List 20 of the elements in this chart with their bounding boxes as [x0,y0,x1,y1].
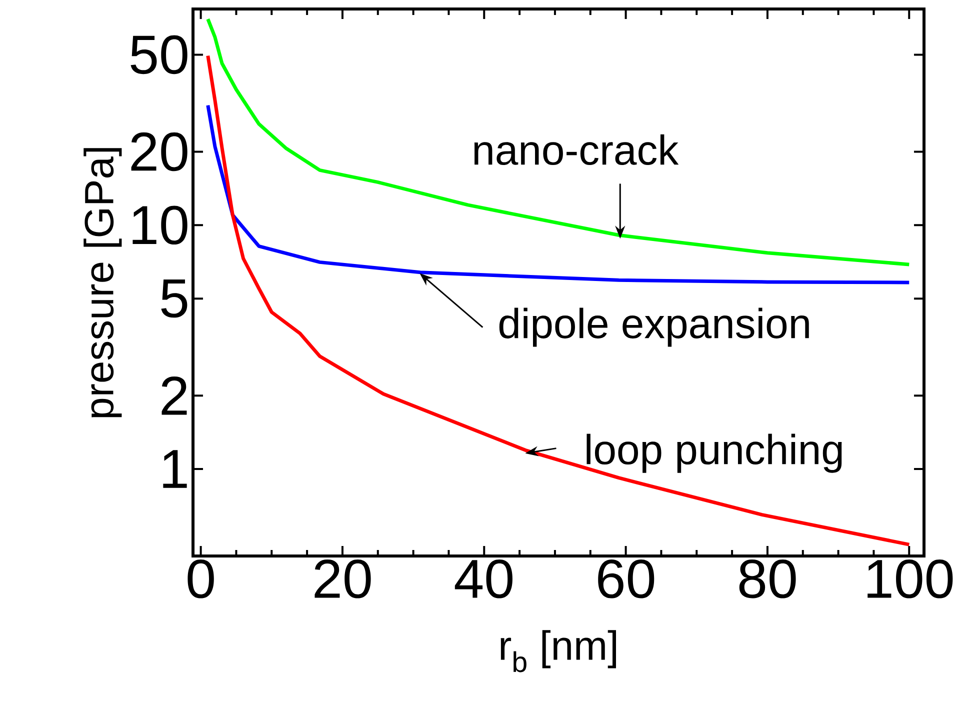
annotation: dipole expansion [499,308,809,347]
x-tick-label: 80 [739,560,796,598]
x-axis-title: r$_{b}$ [nm] [500,630,616,672]
line-series [206,17,911,266]
x-tick-label: 0 [188,560,214,598]
x-tick-label: 60 [598,560,654,598]
y-tick-label: 20 [131,132,188,172]
y-tick-label: 50 [130,35,188,74]
x-tick-label: 20 [314,560,371,598]
annotation: loop punching [586,434,842,473]
annotation: nano-crack [474,134,679,166]
x-tick-label: 40 [454,560,512,598]
line-series [206,54,911,546]
x-tick-label: 100 [868,560,953,598]
y-axis-title: pressure [GPa] [84,148,122,418]
line-series [206,104,911,284]
y-tick-label: 2 [162,376,187,415]
y-tick-label: 1 [163,450,187,488]
y-tick-label: 10 [132,206,188,245]
y-tick-label: 5 [161,279,188,318]
